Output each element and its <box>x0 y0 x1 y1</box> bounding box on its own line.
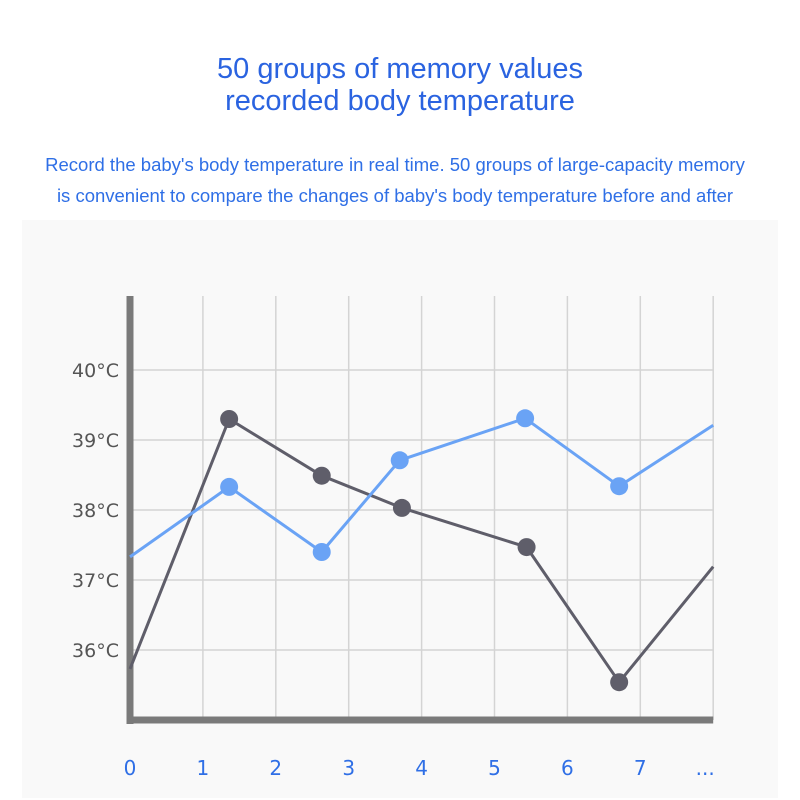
data-point <box>610 477 629 496</box>
y-tick-label: 36°C <box>72 640 119 662</box>
x-tick-label: 2 <box>269 756 282 780</box>
x-tick-label: 7 <box>634 756 647 780</box>
subtitle-line-1: Record the baby's body temperature in re… <box>45 154 745 175</box>
y-tick-label: 38°C <box>72 500 119 522</box>
x-tick-label: ... <box>696 756 715 780</box>
x-tick-label: 4 <box>415 756 428 780</box>
data-point <box>516 409 535 428</box>
data-point <box>517 538 536 557</box>
x-tick-label: 6 <box>561 756 574 780</box>
x-tick-label: 0 <box>124 756 137 780</box>
subtitle-line-2: is convenient to compare the changes of … <box>56 185 734 206</box>
data-point <box>390 451 409 470</box>
y-tick-label: 39°C <box>72 430 119 452</box>
data-point <box>392 498 411 517</box>
x-tick-label: 3 <box>342 756 355 780</box>
y-tick-label: 40°C <box>72 360 119 382</box>
y-tick-label: 37°C <box>72 570 119 592</box>
data-point <box>610 673 629 692</box>
data-point <box>220 477 239 496</box>
x-tick-label: 5 <box>488 756 501 780</box>
data-point <box>312 466 331 485</box>
title-line-1: 50 groups of memory values <box>217 53 583 85</box>
data-point <box>220 410 239 428</box>
data-point <box>312 543 331 561</box>
x-tick-label: 1 <box>197 756 210 780</box>
title-line-2: recorded body temperature <box>225 85 575 117</box>
